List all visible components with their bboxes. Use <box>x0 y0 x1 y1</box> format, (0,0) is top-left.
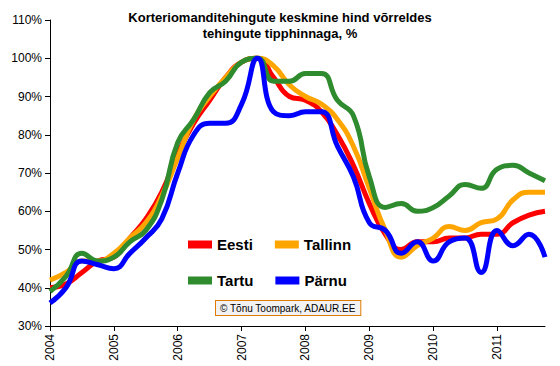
svg-text:40%: 40% <box>18 281 42 295</box>
svg-text:80%: 80% <box>18 128 42 142</box>
svg-text:2011: 2011 <box>490 334 504 360</box>
svg-text:© Tõnu Toompark, ADAUR.EE: © Tõnu Toompark, ADAUR.EE <box>220 303 356 314</box>
svg-text:2008: 2008 <box>298 334 312 361</box>
svg-text:2009: 2009 <box>362 334 376 361</box>
svg-text:2006: 2006 <box>171 334 185 361</box>
svg-text:2007: 2007 <box>235 334 249 361</box>
svg-text:2004: 2004 <box>43 334 57 361</box>
svg-text:110%: 110% <box>12 13 42 27</box>
svg-text:Pärnu: Pärnu <box>304 272 347 289</box>
svg-text:70%: 70% <box>18 166 42 180</box>
svg-text:90%: 90% <box>18 90 42 104</box>
svg-text:2010: 2010 <box>426 334 440 361</box>
svg-text:Tallinn: Tallinn <box>304 236 351 253</box>
svg-text:2005: 2005 <box>107 334 121 361</box>
svg-text:100%: 100% <box>11 51 42 65</box>
svg-text:Korteriomanditehingute keskmin: Korteriomanditehingute keskmine hind võr… <box>128 10 431 25</box>
svg-text:30%: 30% <box>18 319 42 333</box>
svg-text:50%: 50% <box>18 243 42 257</box>
svg-text:tehingute tipphinnaga, %: tehingute tipphinnaga, % <box>203 26 358 41</box>
svg-text:60%: 60% <box>18 204 42 218</box>
svg-text:Tartu: Tartu <box>217 272 253 289</box>
svg-text:Eesti: Eesti <box>217 236 253 253</box>
